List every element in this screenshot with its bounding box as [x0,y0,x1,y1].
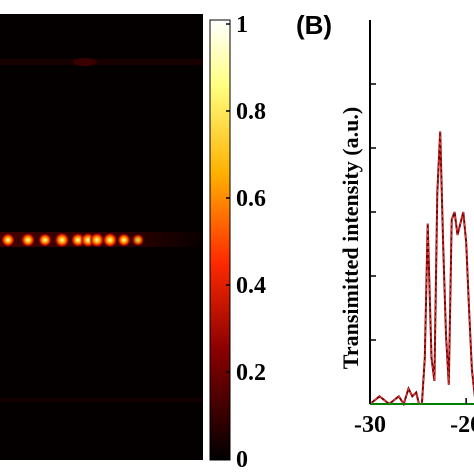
heatmap-spot [131,233,145,247]
colorbar-tick-label: 0 [236,447,248,473]
line-series-group [369,131,474,407]
colorbar-tick-label: 0.2 [236,360,266,386]
heatmap-spot [116,232,132,248]
series-line-overlay [369,131,474,406]
colorbar-ticks: 1 0.8 0.6 0.4 0.2 0 [226,12,266,473]
heatmap-faint-row-bottom [0,398,203,402]
heatmap-faint-spot [73,58,97,66]
heatmap-spot [54,232,70,248]
colorbar-tick-label: 0.6 [236,186,266,212]
colorbar: 1 0.8 0.6 0.4 0.2 0 [209,12,266,473]
heatmap-spot [89,232,105,248]
heatmap-spots [0,232,145,248]
x-ticks: -30 -20 [354,398,474,438]
heatmap-spot [37,232,53,248]
heatmap-spot [20,232,36,248]
colorbar-gradient [209,19,231,461]
colorbar-tick-label: 0.8 [236,99,266,125]
line-chart-panel: -30 -20 [354,20,474,438]
heatmap-spot [102,232,118,248]
x-tick-label: -30 [354,412,386,438]
colorbar-tick-label: 0.4 [236,273,266,299]
colorbar-tick-label: 1 [236,12,248,38]
panel-b-label: (B) [296,10,332,40]
x-tick-label: -20 [450,412,474,438]
heatmap-panel [0,14,203,460]
y-axis-label: Transimitted intensity (a.u.) [338,107,363,369]
heatmap-spot [0,232,16,248]
heatmap-faint-row-top [0,59,203,65]
series-line-red [369,131,474,407]
